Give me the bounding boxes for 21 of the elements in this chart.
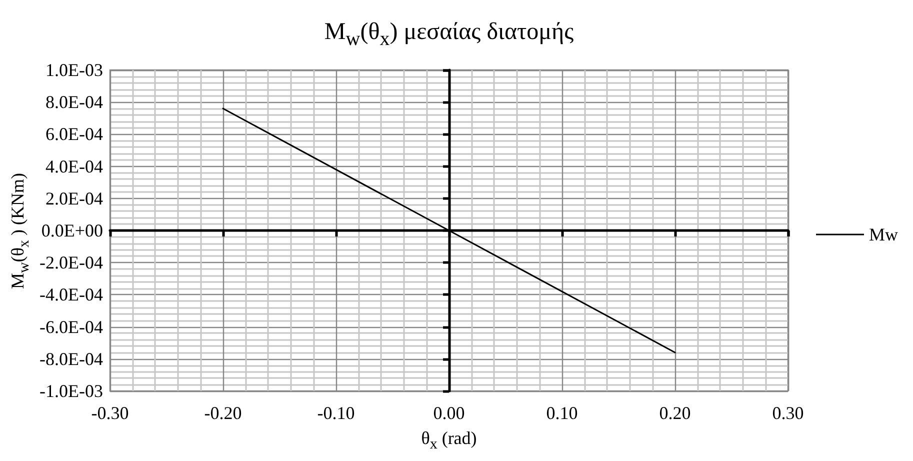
y-tick-label: 2.0E-04	[46, 188, 103, 208]
x-tick-label: -0.10	[317, 403, 355, 423]
y-tick-label: 4.0E-04	[46, 156, 103, 176]
x-tick-label: -0.30	[91, 403, 129, 423]
x-tick-label: 0.10	[546, 403, 578, 423]
x-tick-label: 0.30	[772, 403, 804, 423]
x-tick-label: 0.20	[659, 403, 691, 423]
y-tick-label: 6.0E-04	[46, 124, 103, 144]
legend-label: Mw	[868, 224, 898, 244]
y-tick-label: -2.0E-04	[40, 252, 103, 273]
y-tick-label: 0.0E+00	[41, 220, 103, 240]
y-tick-label: -4.0E-04	[40, 284, 103, 305]
x-axis-title: θ$_{x}$ (rad)	[421, 427, 477, 455]
chart-title: M$_{w}$(θ$_{x}$) μεσαίας διατομής	[324, 18, 574, 52]
y-tick-label: -6.0E-04	[40, 316, 103, 337]
y-tick-label: 1.0E-03	[46, 60, 103, 80]
y-tick-label: 8.0E-04	[46, 92, 103, 112]
y-tick-label: -1.0E-03	[40, 381, 103, 401]
x-tick-label: 0.00	[433, 403, 465, 423]
y-tick-label: -8.0E-04	[40, 348, 103, 369]
x-tick-label: -0.20	[204, 403, 242, 423]
